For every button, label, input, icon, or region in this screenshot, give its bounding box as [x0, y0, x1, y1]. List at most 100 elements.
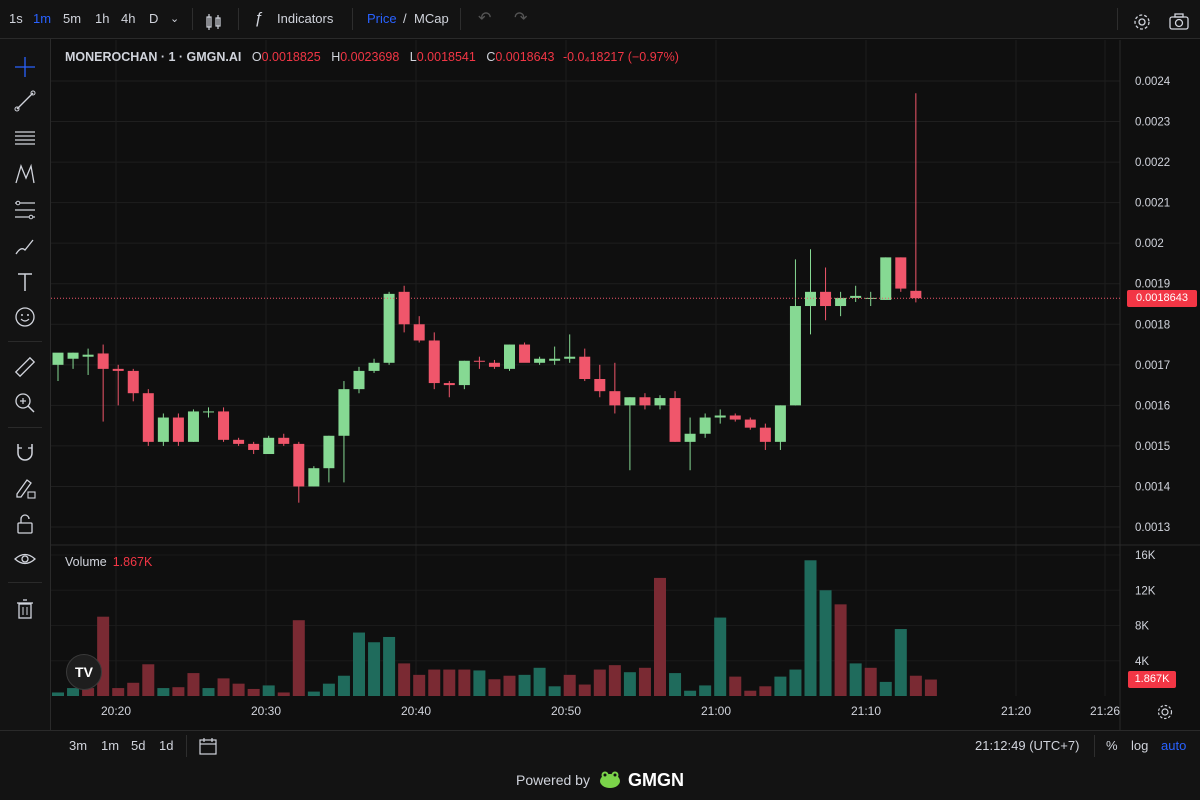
candle-body [759, 427, 771, 442]
zoom-icon[interactable] [11, 389, 39, 417]
lock-icon[interactable] [11, 510, 39, 538]
gear-icon[interactable] [1132, 9, 1152, 30]
candle-body [639, 397, 651, 406]
high-value: 0.0023698 [340, 50, 400, 64]
volume-bar [744, 690, 757, 696]
grid [51, 40, 1121, 730]
undo-icon[interactable]: ↶ [478, 10, 492, 27]
volume-bar [413, 674, 426, 696]
volume-bar [774, 676, 787, 696]
price-toggle[interactable]: Price [367, 11, 397, 26]
trend-line-icon[interactable] [11, 87, 39, 115]
volume-bar [578, 684, 591, 696]
volume-bar [684, 690, 697, 696]
candle-body [112, 368, 124, 371]
price-tick-label: 0.0013 [1135, 522, 1170, 534]
time-tick-label: 21:26 [1090, 704, 1120, 718]
volume-bar [292, 620, 305, 696]
eye-icon[interactable] [11, 545, 39, 573]
volume-bar [834, 604, 847, 696]
percent-toggle[interactable]: % [1106, 738, 1118, 753]
candles-icon[interactable] [204, 9, 224, 30]
price-tick-label: 0.0014 [1135, 481, 1171, 493]
horizontal-lines-icon[interactable] [11, 124, 39, 152]
volume-bar [608, 665, 621, 696]
clock[interactable]: 21:12:49 (UTC+7) [975, 738, 1080, 753]
interval-d[interactable]: D [149, 11, 159, 26]
text-icon[interactable] [11, 268, 39, 296]
ohlc-legend: MONEROCHAN · 1 · GMGN.AI O0.0018825 H0.0… [65, 50, 679, 64]
volume-tick-label: 16K [1135, 550, 1156, 562]
volume-bar [729, 676, 742, 696]
crosshair-icon[interactable] [11, 53, 39, 81]
volume-bar [458, 669, 471, 696]
range-3m[interactable]: 3m [69, 738, 88, 753]
candle-body [880, 257, 892, 300]
volume-bar [202, 688, 215, 696]
divider [192, 8, 193, 30]
gmgn-brand: GMGN [627, 769, 684, 790]
close-value: 0.0018643 [495, 50, 555, 64]
ruler-icon[interactable] [11, 353, 39, 381]
candle-body [774, 405, 786, 442]
price-tick-label: 0.0024 [1135, 76, 1171, 88]
chevron-down-icon[interactable]: ⌄ [170, 13, 180, 25]
candle-body [488, 362, 500, 367]
mcap-toggle[interactable]: MCap [414, 11, 449, 26]
volume-bar [849, 663, 862, 696]
range-5d[interactable]: 5d [131, 738, 146, 753]
volume-label: Volume [65, 555, 107, 569]
candle-body [519, 344, 531, 363]
interval-4h[interactable]: 4h [121, 11, 136, 26]
volume-bar [623, 672, 636, 696]
brush-icon[interactable] [11, 232, 39, 260]
volume-bar [593, 669, 606, 696]
redo-icon[interactable]: ↷ [514, 10, 528, 27]
interval-5m[interactable]: 5m [63, 11, 82, 26]
volume-bar [142, 664, 155, 696]
candle-body [744, 419, 756, 428]
pencil-lock-icon[interactable] [11, 474, 39, 502]
log-toggle[interactable]: log [1131, 738, 1149, 753]
candle-body [789, 306, 801, 406]
candle-body [398, 291, 410, 325]
volume-bar [503, 675, 516, 696]
camera-icon[interactable] [1168, 9, 1190, 30]
volume-bar [322, 683, 335, 696]
range-1d[interactable]: 1d [159, 738, 174, 753]
divider [1094, 735, 1095, 757]
candle-body [534, 358, 546, 363]
pattern-icon[interactable] [11, 160, 39, 188]
auto-toggle[interactable]: auto [1161, 738, 1187, 753]
emoji-icon[interactable] [11, 303, 39, 331]
trash-icon[interactable] [11, 595, 39, 623]
indicators-icon[interactable]: ƒ [254, 10, 263, 27]
magnet-icon[interactable] [11, 438, 39, 466]
tradingview-logo[interactable]: TV [66, 654, 102, 690]
range-1m[interactable]: 1m [101, 738, 120, 753]
indicators-button[interactable]: Indicators [277, 11, 334, 26]
interval-1m[interactable]: 1m [33, 11, 52, 26]
candle-body [910, 290, 922, 299]
volume-bar [52, 692, 64, 696]
volume-bar [638, 667, 651, 696]
volume-bar [97, 616, 110, 696]
candle-body [368, 362, 380, 371]
calendar-range-icon[interactable] [198, 736, 218, 756]
interval-1h[interactable]: 1h [95, 11, 110, 26]
candle-body [895, 257, 907, 289]
volume-bar [187, 673, 200, 696]
bottom-toolbar: 3m 1m 5d 1d 21:12:49 (UTC+7) % log auto [0, 730, 1200, 761]
candle-body [97, 353, 109, 369]
volume-bar [924, 679, 937, 696]
time-tick-label: 20:50 [551, 704, 581, 718]
fib-icon[interactable] [11, 196, 39, 224]
interval-1s[interactable]: 1s [9, 11, 23, 26]
candle-body [248, 443, 260, 450]
candle-body [654, 398, 666, 406]
axis-settings-icon[interactable] [1157, 704, 1173, 720]
price-tick-label: 0.002 [1135, 238, 1164, 250]
volume-bar [398, 663, 411, 696]
volume-bar [759, 686, 772, 696]
